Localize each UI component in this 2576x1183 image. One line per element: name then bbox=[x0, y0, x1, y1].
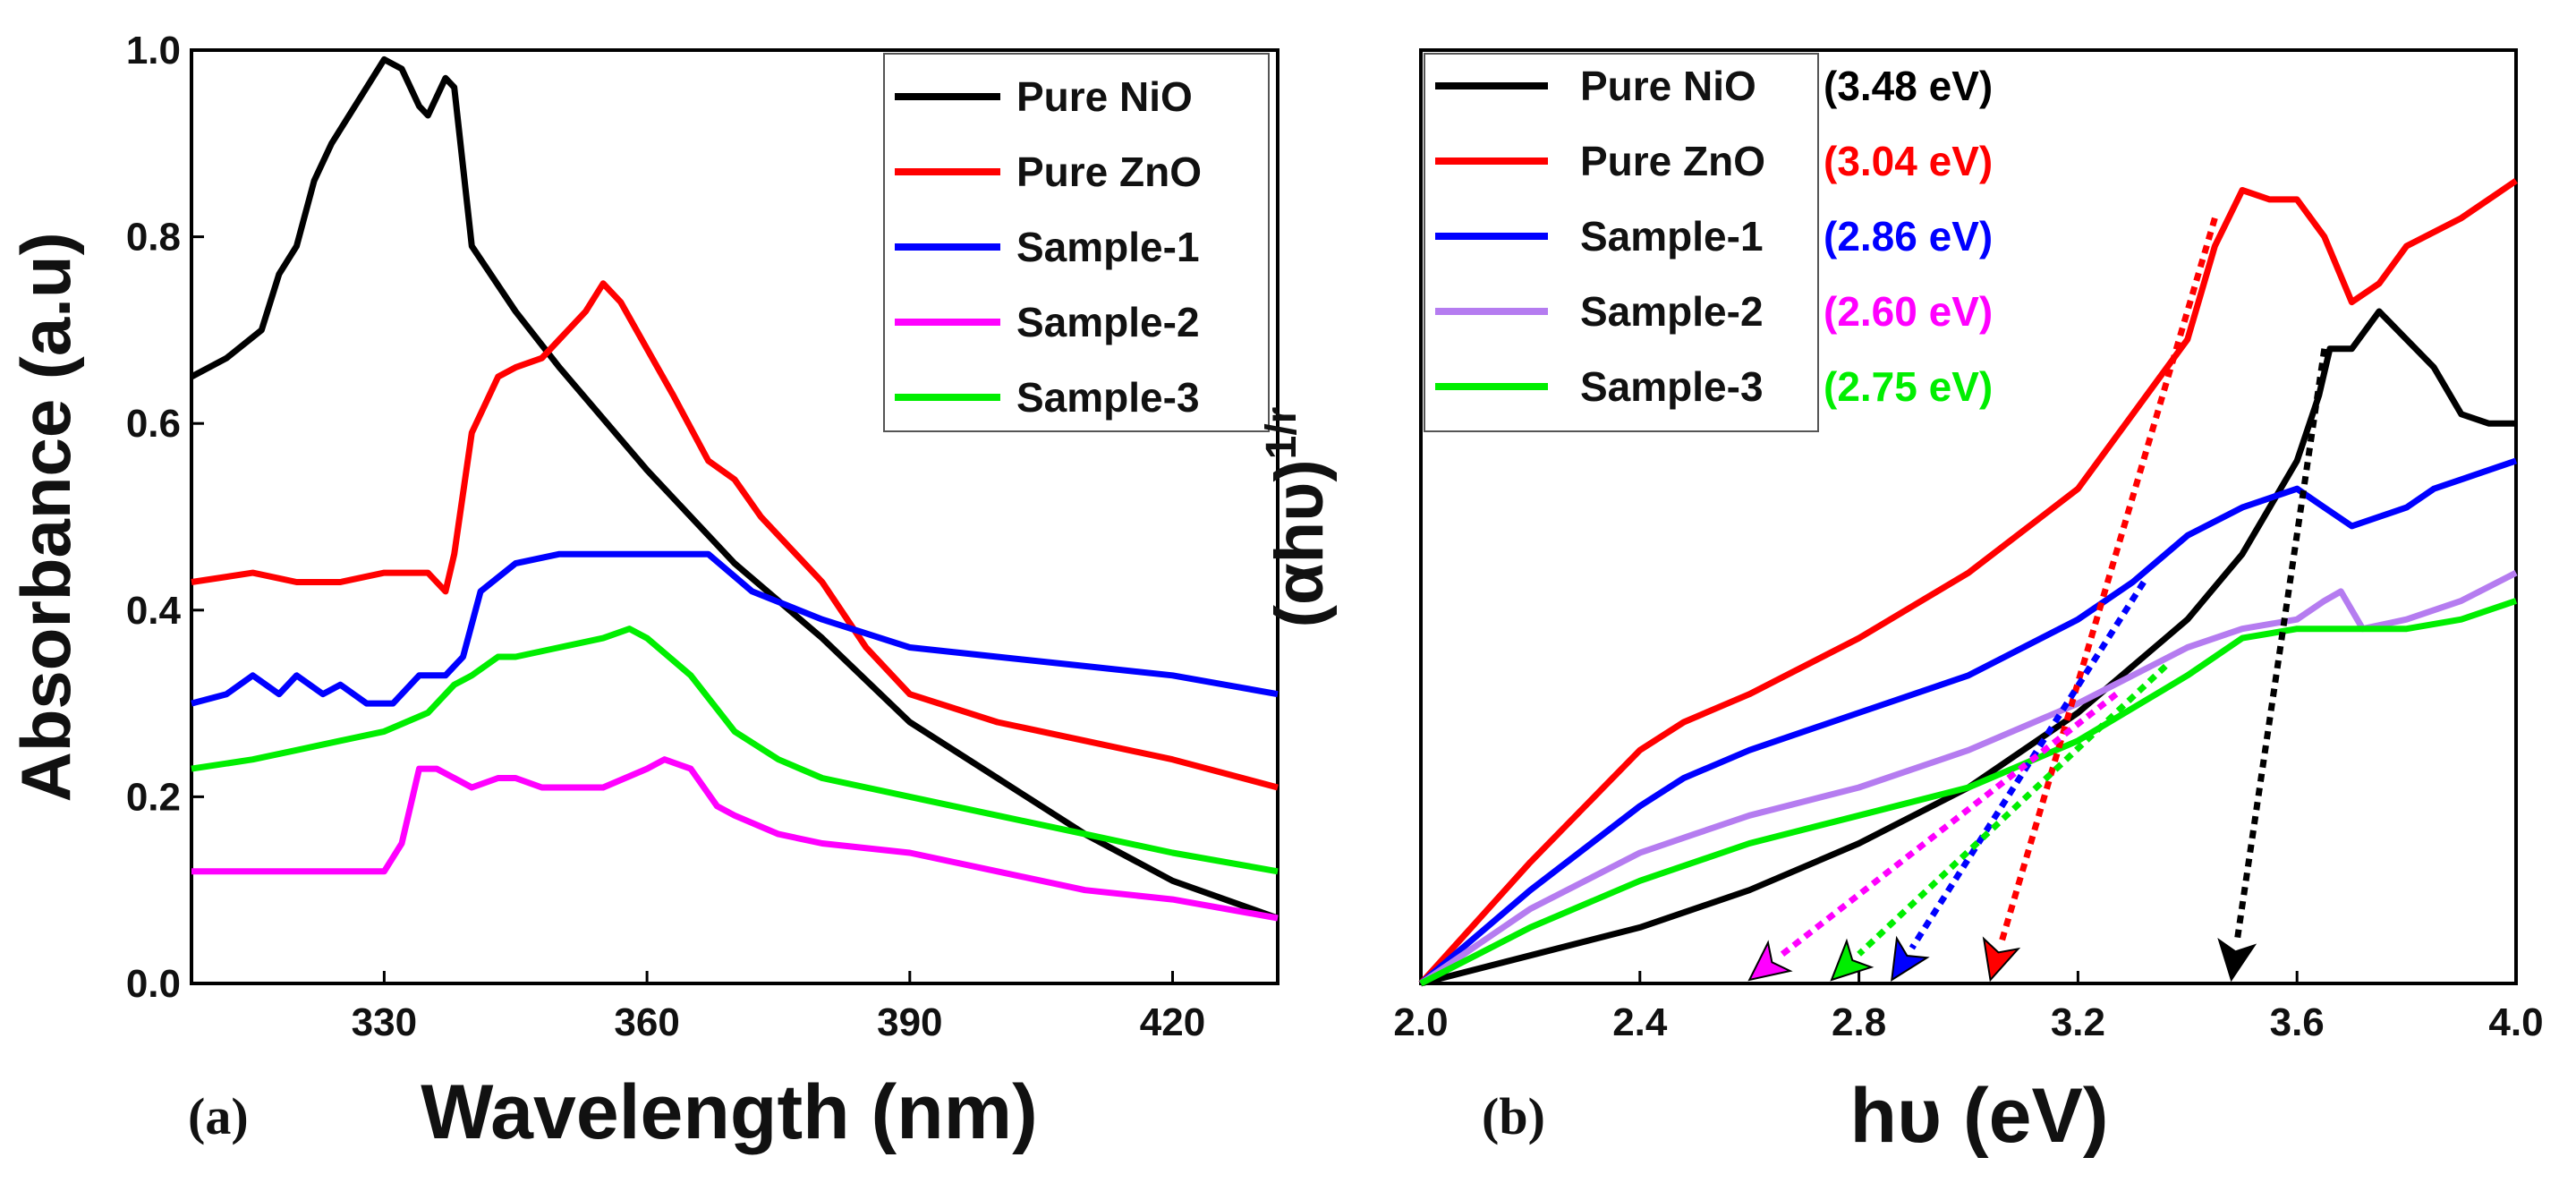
tangent-line-pure-zno bbox=[1997, 217, 2218, 945]
y-tick-label-a-1: 0.2 bbox=[126, 775, 181, 819]
legend-b-label-sample-3: Sample-3 bbox=[1580, 363, 1764, 410]
tangent-line-sample-3 bbox=[1857, 663, 2168, 957]
band-gap-label-pure-nio: (3.48 eV) bbox=[1824, 63, 1993, 109]
legend-box-a bbox=[883, 53, 1270, 432]
x-tick-label-b-3: 3.2 bbox=[2051, 1000, 2105, 1044]
panel-a-absorbance-chart: 330 360 390 420 0.0 0.2 0.4 0.6 0.8 1.0 Pure NiO… bbox=[6, 29, 1279, 1155]
series-line-a-sample-2 bbox=[191, 756, 1279, 922]
series-lines-b bbox=[1418, 178, 2518, 987]
panel-label-a: (a) bbox=[188, 1087, 249, 1145]
series-line-a-sample-1 bbox=[191, 550, 1279, 707]
y-tick-label-a-5: 1.0 bbox=[126, 29, 181, 72]
legend-b-label-pure-nio: Pure NiO bbox=[1580, 63, 1756, 109]
legend-a-label-sample-3: Sample-3 bbox=[1016, 374, 1200, 421]
x-axis-label-b: hυ (eV) bbox=[1850, 1073, 2109, 1159]
legend-b-label-sample-2: Sample-2 bbox=[1580, 288, 1764, 335]
y-axis-label-b-base: (αhυ) bbox=[1262, 459, 1338, 627]
panel-label-b: (b) bbox=[1482, 1087, 1545, 1145]
y-axis-label-b: (αhυ)1/r bbox=[1258, 407, 1338, 628]
legend-b: Pure NiO (3.48 eV) Pure ZnO (3.04 eV) Sample… bbox=[1424, 53, 1993, 432]
series-line-b-sample-1 bbox=[1418, 457, 2518, 986]
legend-a-label-sample-2: Sample-2 bbox=[1016, 299, 1200, 345]
series-line-a-pure-zno bbox=[191, 280, 1279, 791]
panel-b-tauc-plot: 2.0 2.4 2.8 3.2 3.6 4.0 Pure NiO (3.48 eV)Pure… bbox=[1258, 48, 2544, 1159]
x-tick-label-a-420: 420 bbox=[1140, 1000, 1205, 1044]
x-tick-label-b-5: 4.0 bbox=[2488, 1000, 2543, 1044]
legend-box-b bbox=[1424, 53, 1819, 432]
y-axis-a: 0.0 0.2 0.4 0.6 0.8 1.0 bbox=[126, 29, 204, 1006]
tangent-arrows-b bbox=[1747, 217, 2328, 983]
legend-b-label-sample-1: Sample-1 bbox=[1580, 213, 1764, 260]
band-gap-label-sample-1: (2.86 eV) bbox=[1824, 213, 1993, 260]
band-gap-label-sample-2: (2.60 eV) bbox=[1824, 288, 1993, 335]
tangent-line-sample-1 bbox=[1909, 580, 2147, 950]
plot-frame-b bbox=[1419, 48, 2518, 985]
series-line-b-sample-3 bbox=[1419, 598, 2518, 987]
legend-a-label-sample-1: Sample-1 bbox=[1016, 224, 1200, 270]
y-tick-label-a-0: 0.0 bbox=[126, 962, 181, 1006]
y-tick-label-a-4: 0.8 bbox=[126, 216, 181, 260]
y-tick-label-a-3: 0.6 bbox=[126, 402, 181, 446]
series-line-a-sample-3 bbox=[191, 626, 1279, 875]
tangent-arrowhead-pure-zno bbox=[1982, 936, 2021, 983]
legend-b-label-pure-zno: Pure ZnO bbox=[1580, 138, 1765, 184]
x-tick-label-b-4: 3.6 bbox=[2270, 1000, 2325, 1044]
y-axis-label-a: Absorbance (a.u) bbox=[6, 232, 85, 802]
y-axis-label-b-sup: 1/r bbox=[1258, 407, 1305, 460]
series-line-a-pure-nio bbox=[190, 55, 1279, 922]
series-line-b-pure-nio bbox=[1420, 308, 2516, 987]
series-lines-a bbox=[190, 55, 1279, 922]
x-axis-label-a: Wavelength (nm) bbox=[421, 1069, 1038, 1155]
plot-frame-a bbox=[190, 48, 1279, 985]
x-axis-a: 330 360 390 420 bbox=[352, 971, 1205, 1044]
x-tick-label-a-330: 330 bbox=[352, 1000, 417, 1044]
band-gap-label-pure-zno: (3.04 eV) bbox=[1824, 138, 1993, 184]
tangent-arrowhead-pure-nio bbox=[2217, 938, 2257, 983]
legend-a: Pure NiO Pure ZnO Sample-1 Sample-2 Sample-3 bbox=[883, 53, 1270, 432]
legend-a-label-pure-nio: Pure NiO bbox=[1016, 73, 1193, 120]
band-gap-label-sample-3: (2.75 eV) bbox=[1824, 363, 1993, 410]
tangent-arrowhead-sample-2 bbox=[1747, 940, 1793, 982]
legend-a-label-pure-zno: Pure ZnO bbox=[1016, 149, 1202, 195]
x-tick-label-b-0: 2.0 bbox=[1393, 1000, 1448, 1044]
tangent-arrowhead-sample-1 bbox=[1891, 935, 1930, 982]
x-tick-label-a-390: 390 bbox=[877, 1000, 942, 1044]
x-tick-label-b-2: 2.8 bbox=[1832, 1000, 1886, 1044]
x-axis-b: 2.0 2.4 2.8 3.2 3.6 4.0 bbox=[1393, 971, 2544, 1044]
y-tick-label-a-2: 0.4 bbox=[126, 589, 182, 633]
x-tick-label-a-360: 360 bbox=[614, 1000, 679, 1044]
x-tick-label-b-1: 2.4 bbox=[1612, 1000, 1668, 1044]
tangent-arrowhead-sample-3 bbox=[1830, 938, 1875, 982]
series-line-b-pure-zno bbox=[1418, 178, 2518, 986]
